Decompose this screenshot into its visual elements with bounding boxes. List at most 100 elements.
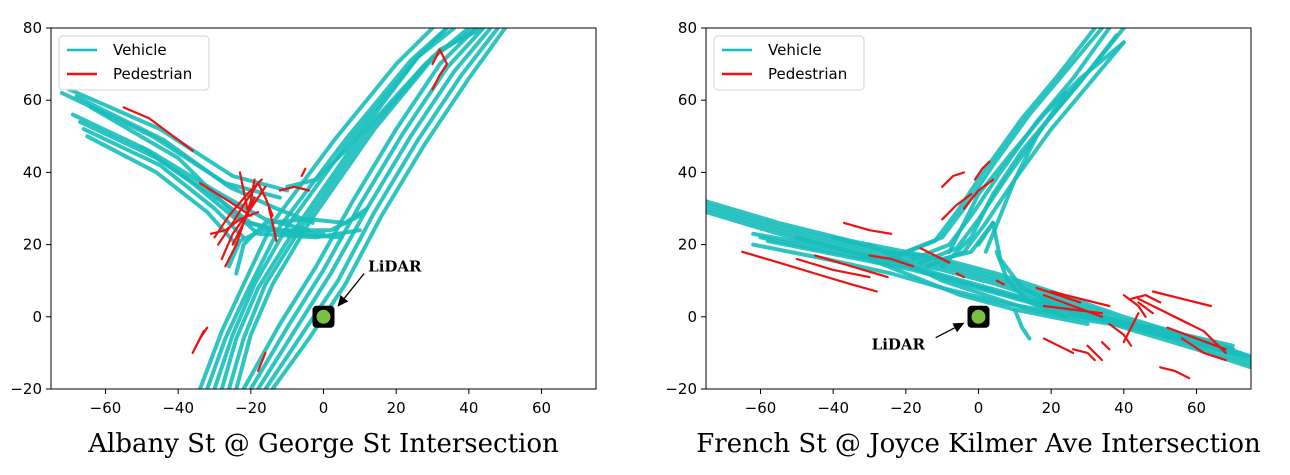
pedestrian-trajectory bbox=[1035, 286, 1082, 304]
pedestrian-trajectory bbox=[1159, 366, 1191, 380]
pedestrian-trajectory bbox=[1086, 344, 1104, 362]
pedestrian-trajectory bbox=[231, 178, 256, 246]
chart-caption: French St @ Joyce Kilmer Ave Intersectio… bbox=[696, 429, 1261, 459]
pedestrian-trajectory bbox=[122, 106, 194, 152]
x-tick-label: −40 bbox=[817, 399, 849, 417]
pedestrian-trajectory bbox=[1180, 337, 1227, 362]
pedestrian-trajectory bbox=[1166, 326, 1227, 351]
x-tick-label: −40 bbox=[162, 399, 194, 417]
y-tick-label: −20 bbox=[10, 380, 42, 398]
legend-vehicle-label: Vehicle bbox=[768, 41, 822, 59]
x-tick-label: −20 bbox=[890, 399, 922, 417]
x-tick-label: −60 bbox=[90, 399, 122, 417]
pedestrian-trajectory bbox=[1137, 301, 1154, 315]
pedestrian-trajectory bbox=[1122, 312, 1140, 344]
plot-area bbox=[59, 28, 508, 389]
vehicle-trajectory bbox=[285, 28, 449, 189]
y-tick-label: 20 bbox=[23, 236, 42, 254]
pedestrian-trajectory bbox=[213, 178, 263, 239]
vehicle-trajectory bbox=[896, 28, 1097, 258]
vehicle-trajectory bbox=[794, 235, 1090, 326]
pedestrian-trajectory bbox=[868, 254, 915, 268]
pedestrian-trajectory bbox=[795, 257, 871, 279]
legend-pedestrian-label: Pedestrian bbox=[768, 65, 847, 83]
legend: Vehicle Pedestrian bbox=[58, 35, 210, 91]
vehicle-trajectory bbox=[227, 213, 362, 269]
plot-area bbox=[706, 28, 1251, 380]
pedestrian-trajectory bbox=[955, 272, 966, 279]
pedestrian-trajectory bbox=[1100, 341, 1111, 351]
pedestrian-trajectory bbox=[257, 351, 267, 372]
pedestrian-trajectory bbox=[1130, 294, 1162, 304]
pedestrian-trajectory bbox=[1050, 290, 1111, 308]
lidar-label: LiDAR bbox=[368, 257, 422, 275]
pedestrian-trajectory bbox=[1042, 294, 1104, 318]
y-tick-label: −20 bbox=[665, 380, 697, 398]
pedestrian-trajectory bbox=[300, 167, 307, 178]
pedestrian-trajectory bbox=[1108, 322, 1133, 347]
pedestrian-trajectory bbox=[1137, 297, 1191, 326]
pedestrian-trajectory bbox=[919, 247, 951, 264]
lidar-label: LiDAR bbox=[872, 336, 926, 354]
vehicle-trajectory bbox=[947, 40, 1126, 254]
legend-vehicle-label: Vehicle bbox=[113, 41, 167, 59]
lidar-annotation-arrow bbox=[343, 273, 365, 299]
vehicle-trajectory bbox=[765, 239, 1250, 359]
lidar-arrow-head bbox=[952, 322, 965, 333]
y-tick-label: 20 bbox=[678, 236, 697, 254]
pedestrian-trajectory bbox=[995, 279, 1005, 286]
x-tick-label: 0 bbox=[319, 399, 329, 417]
pedestrian-trajectory bbox=[1042, 337, 1075, 354]
vehicle-trajectory bbox=[994, 249, 1068, 319]
x-tick-label: 20 bbox=[1042, 399, 1061, 417]
legend-pedestrian-label: Pedestrian bbox=[113, 65, 192, 83]
chart-caption: Albany St @ George St Intersection bbox=[87, 429, 559, 459]
y-tick-label: 40 bbox=[23, 163, 42, 181]
lidar-sensor-icon bbox=[316, 309, 331, 324]
lidar-annotation-arrow bbox=[935, 327, 956, 339]
pedestrian-trajectory bbox=[431, 48, 449, 91]
vehicle-trajectory bbox=[248, 28, 486, 389]
lidar-arrow-head bbox=[337, 295, 349, 307]
lidar-sensor-icon bbox=[971, 309, 986, 324]
chart-panel-french-joyce-kilmer: −60 −40 −20 0 20 40 60 −20 0 20 40 60 80 Vehicle Pedes… bbox=[665, 19, 1261, 459]
pedestrian-trajectory bbox=[1071, 348, 1096, 362]
y-tick-label: 80 bbox=[678, 19, 697, 37]
vehicle-trajectory bbox=[1012, 307, 1032, 341]
pedestrian-trajectory bbox=[1122, 294, 1147, 318]
x-tick-label: 60 bbox=[532, 399, 551, 417]
pedestrian-trajectory bbox=[278, 185, 311, 192]
pedestrian-trajectory bbox=[941, 171, 966, 188]
vehicle-trajectory bbox=[911, 28, 1112, 261]
legend: Vehicle Pedestrian bbox=[713, 35, 865, 91]
x-tick-label: −60 bbox=[745, 399, 777, 417]
pedestrian-trajectory bbox=[238, 171, 249, 210]
pedestrian-trajectory bbox=[843, 221, 893, 235]
y-tick-label: 0 bbox=[32, 308, 42, 326]
y-tick-label: 80 bbox=[23, 19, 42, 37]
vehicle-trajectory bbox=[903, 28, 1104, 254]
pedestrian-trajectory bbox=[267, 207, 278, 243]
vehicle-trajectory bbox=[81, 127, 246, 240]
x-tick-label: −20 bbox=[235, 399, 267, 417]
pedestrian-trajectory bbox=[973, 160, 991, 181]
x-tick-label: 20 bbox=[387, 399, 406, 417]
pedestrian-trajectory bbox=[220, 185, 267, 261]
pedestrian-trajectory bbox=[1151, 290, 1213, 308]
y-tick-label: 60 bbox=[23, 91, 42, 109]
pedestrian-trajectory bbox=[224, 196, 256, 268]
y-tick-label: 0 bbox=[687, 308, 697, 326]
vehicle-trajectory bbox=[205, 28, 449, 389]
x-tick-label: 40 bbox=[1114, 399, 1133, 417]
vehicle-trajectory bbox=[139, 145, 344, 240]
y-tick-label: 40 bbox=[678, 163, 697, 181]
x-tick-label: 40 bbox=[459, 399, 478, 417]
pedestrian-trajectory bbox=[209, 211, 260, 235]
chart-panel-albany-george: −60 −40 −20 0 20 40 60 −20 0 20 40 60 80 Vehicle Pedes… bbox=[10, 19, 597, 459]
pedestrian-trajectory bbox=[1042, 304, 1104, 315]
vehicle-trajectory bbox=[219, 28, 471, 389]
vehicle-trajectory bbox=[263, 28, 500, 389]
pedestrian-trajectory bbox=[217, 182, 260, 246]
pedestrian-trajectory bbox=[962, 178, 995, 210]
vehicle-trajectory bbox=[270, 28, 508, 389]
